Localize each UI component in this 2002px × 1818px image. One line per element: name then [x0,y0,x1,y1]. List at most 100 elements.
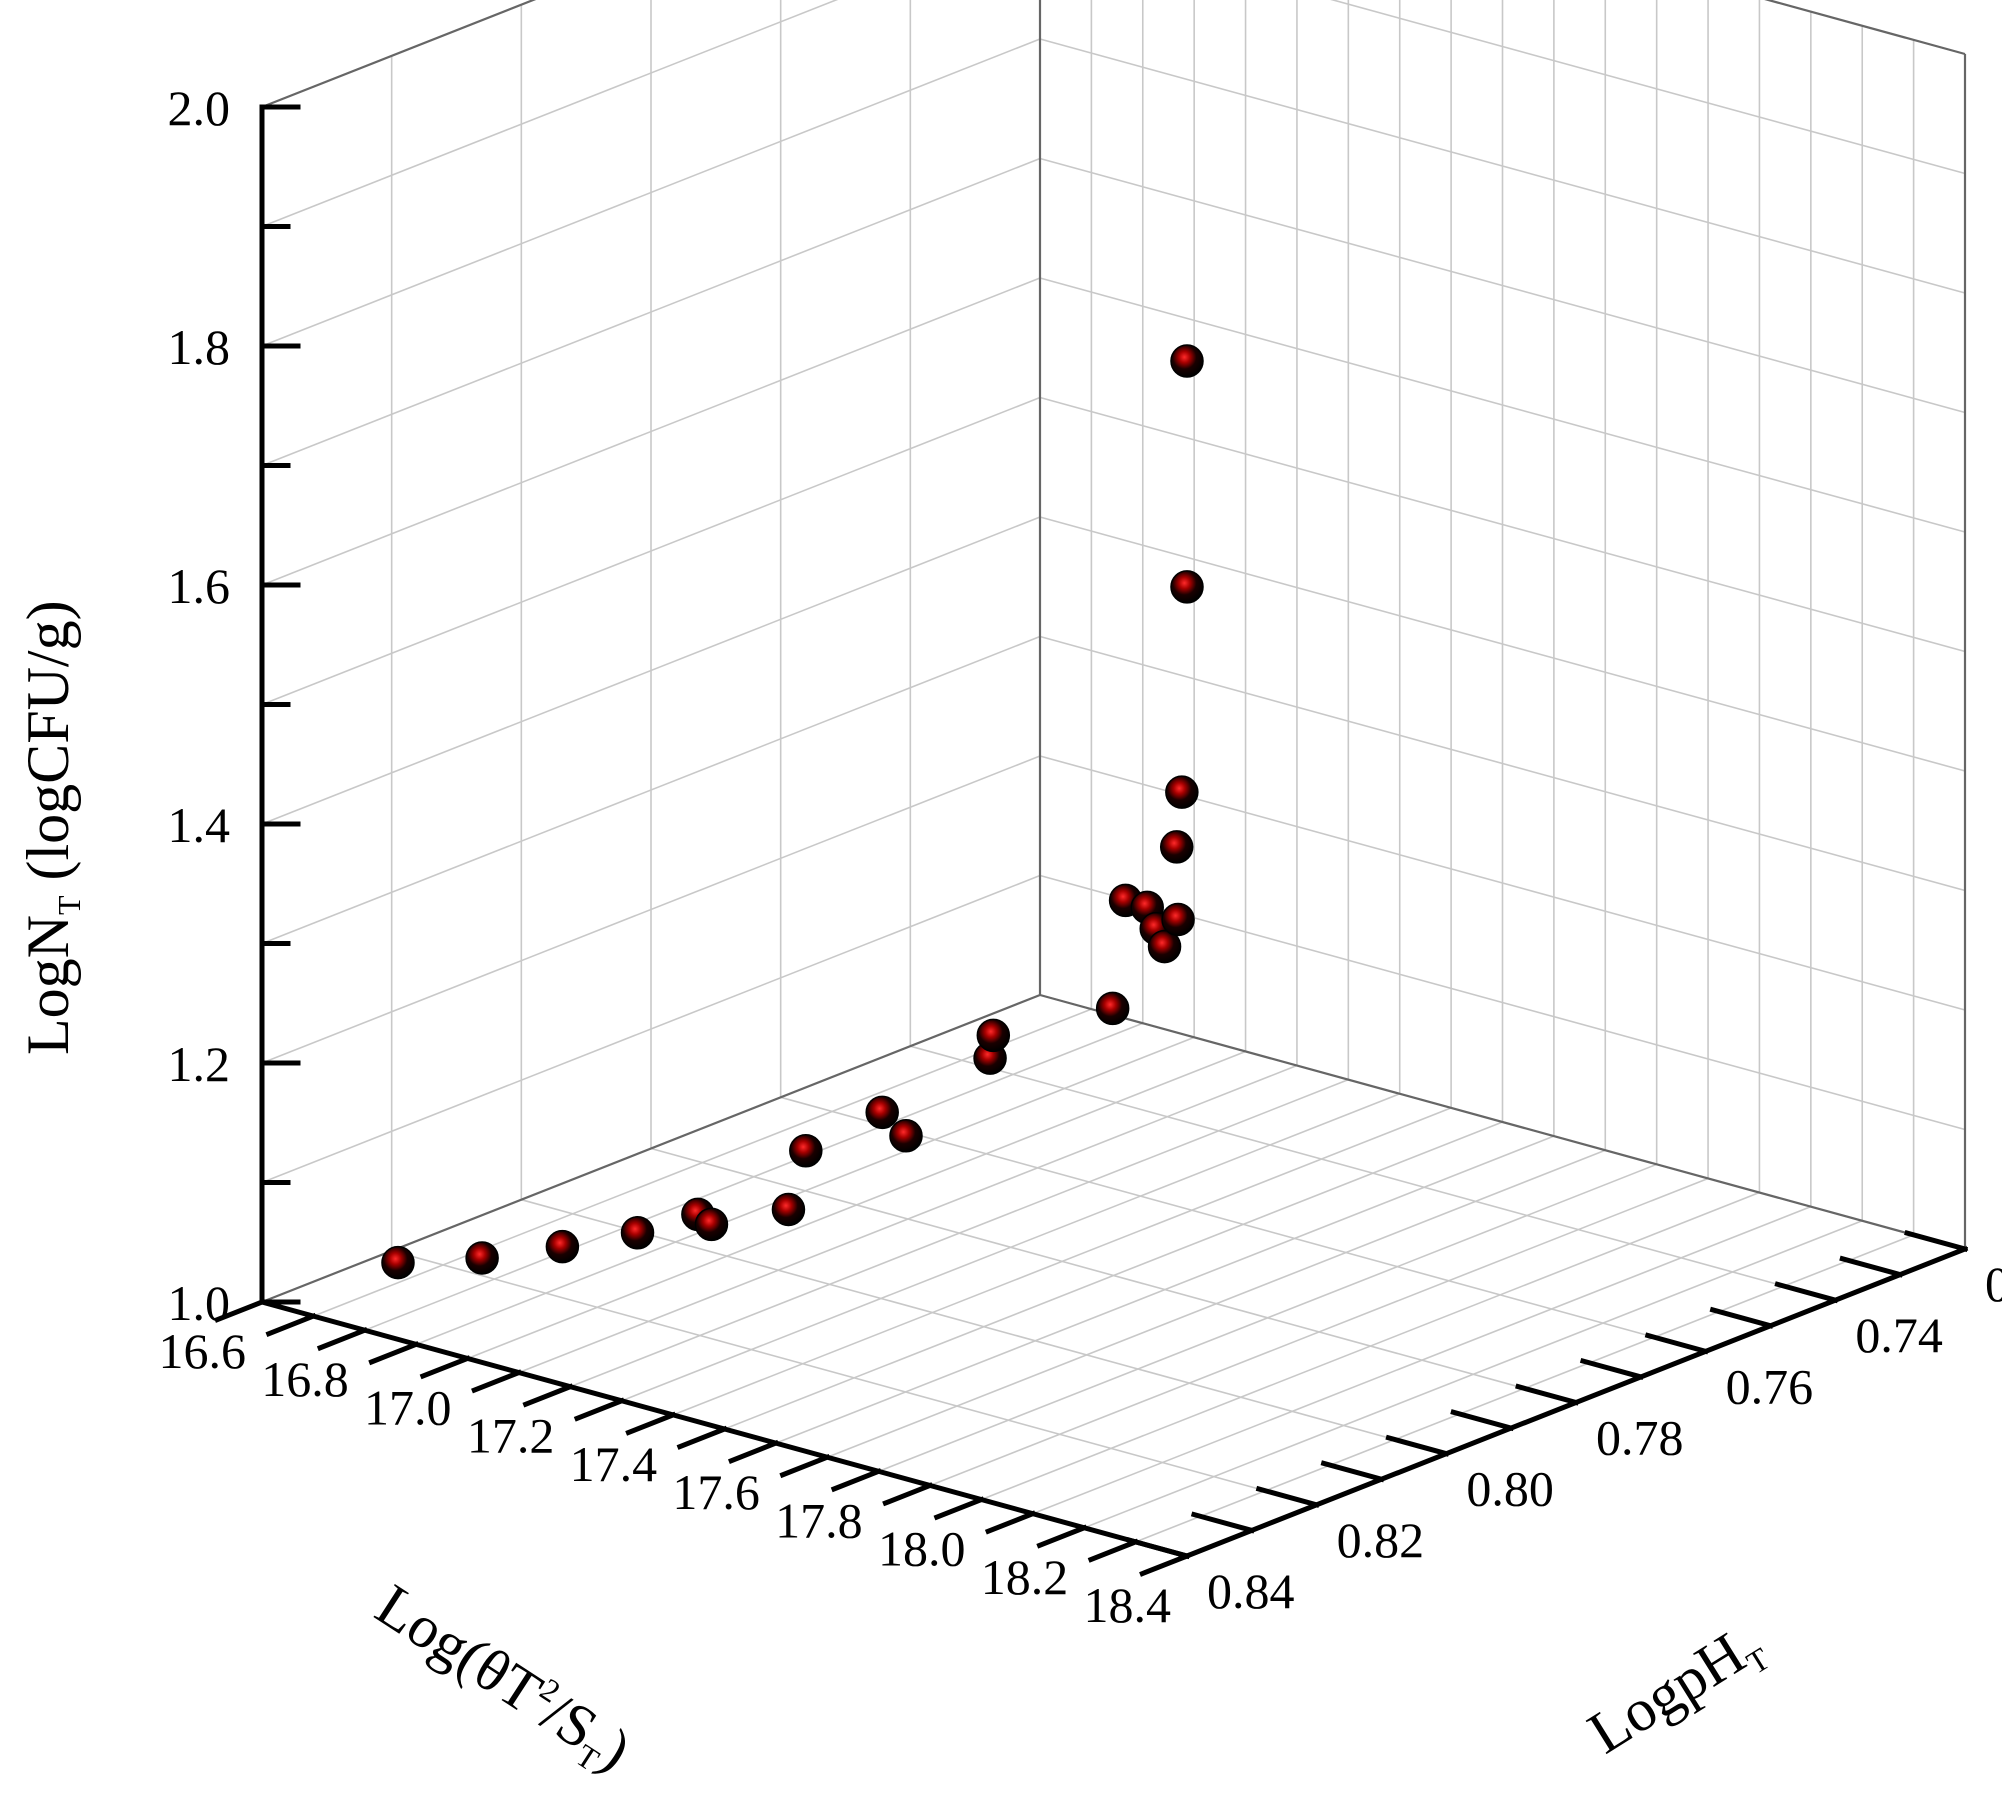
y-major-tick [1774,1281,1839,1304]
x-axis-title: Log(θT2/ST) [362,1572,642,1789]
floor-grid-line [910,1045,1836,1301]
y-minor-tick [1190,1511,1255,1534]
x-tick-label: 18.4 [1084,1577,1172,1633]
back-wall-grid-line [1039,277,1966,533]
y-axis-title: LogpHT [1577,1609,1776,1771]
x-tick [830,1468,882,1493]
x-tick-label: 18.0 [878,1521,966,1577]
x-tick-label: 18.2 [981,1549,1069,1605]
floor-grid-line [780,1096,1706,1353]
tick-labels: 1.01.21.41.61.82.016.616.817.017.217.417… [159,80,2002,1633]
left-wall-grid-line [261,157,1041,467]
x-tick [1036,1524,1088,1549]
grid-lines [261,0,1966,1557]
left-wall-grid-line [261,635,1041,945]
data-point [976,1018,1011,1053]
y-major-tick [1515,1383,1580,1406]
data-point [771,1192,806,1227]
x-tick [368,1341,420,1366]
x-tick [419,1355,471,1380]
y-minor-tick [1450,1409,1515,1432]
x-tick [625,1411,677,1436]
left-wall-grid-line [261,38,1041,347]
data-point [789,1134,823,1168]
x-tick [1139,1552,1191,1577]
y-tick-label: 0.74 [1855,1307,1943,1363]
data-point [381,1245,415,1280]
left-wall-grid-line [261,277,1041,586]
axis-box [258,0,1969,1560]
floor-grid-line [650,1147,1577,1404]
z-tick-label: 1.0 [168,1275,231,1331]
data-point [545,1229,580,1264]
floor-back-edge [1039,993,1966,1251]
y-minor-tick [1320,1460,1385,1483]
x-tick [933,1496,985,1521]
x-tick-label: 17.0 [364,1379,452,1435]
top-back-edge [1764,0,1966,56]
axis-ticks [214,104,1969,1577]
top-left-edge [261,0,537,109]
x-tick [984,1510,1037,1535]
back-wall-grid-line [1039,396,1966,653]
x-tick [727,1439,780,1464]
data-point [865,1095,899,1130]
x-tick [1087,1538,1139,1563]
back-wall-grid-line [1039,516,1966,772]
y-tick-label: 0.78 [1596,1410,1684,1466]
x-tick [265,1312,317,1337]
x-tick-label: 17.8 [775,1492,863,1548]
y-major-tick [1644,1332,1709,1355]
left-wall-grid-line [261,874,1041,1184]
y-major-tick [1126,1537,1191,1560]
y-tick-label: 0.82 [1337,1512,1425,1568]
floor-grid-line [521,1198,1447,1455]
data-points [381,344,1204,1280]
z-tick-label: 2.0 [168,80,231,136]
x-tick [316,1326,369,1352]
back-wall-grid-line [1330,0,1966,175]
z-tick-label: 1.2 [168,1036,231,1092]
data-point [465,1241,499,1275]
x-tick [522,1383,574,1408]
x-tick-label: 16.6 [159,1323,247,1379]
x-tick-label: 17.6 [672,1464,760,1520]
data-point [1159,830,1194,864]
y-tick-label: 0.76 [1726,1358,1814,1414]
y-minor-tick [1709,1306,1774,1329]
z-axis-title: LogNT (logCFU/g) [15,600,87,1055]
back-wall-grid-line [1039,38,1966,294]
x-tick [882,1482,934,1507]
data-point [889,1119,923,1153]
left-wall-grid-line [261,0,839,228]
floor-grid-line [391,1250,1317,1506]
y-minor-tick [1579,1357,1644,1380]
x-tick [573,1397,625,1422]
y-major-tick [1904,1230,1969,1253]
left-wall-grid-line [261,396,1041,706]
data-point [620,1216,655,1250]
back-wall-grid-line [1039,157,1966,414]
y-minor-tick [1839,1255,1904,1278]
y-major-tick [1385,1434,1450,1457]
back-wall-grid-line [1039,635,1966,892]
z-tick-label: 1.8 [168,319,231,375]
data-point [694,1207,729,1242]
x-tick [471,1369,523,1394]
y-major-tick [1255,1485,1320,1508]
x-tick-label: 17.2 [467,1408,555,1464]
y-tick-label: 0.84 [1207,1563,1295,1619]
z-tick-label: 1.6 [168,558,231,614]
data-point [1170,344,1204,378]
left-wall-grid-line [261,755,1041,1064]
y-tick-label: 0.80 [1466,1461,1554,1517]
z-tick-label: 1.4 [168,797,231,853]
x-tick-label: 17.4 [570,1436,658,1492]
left-wall-grid-line [261,516,1041,825]
x-tick [779,1453,831,1479]
x-tick-label: 16.8 [261,1351,349,1407]
data-point [1147,929,1182,964]
data-point [1170,570,1204,604]
y-tick-label: 0.72 [1985,1256,2002,1312]
